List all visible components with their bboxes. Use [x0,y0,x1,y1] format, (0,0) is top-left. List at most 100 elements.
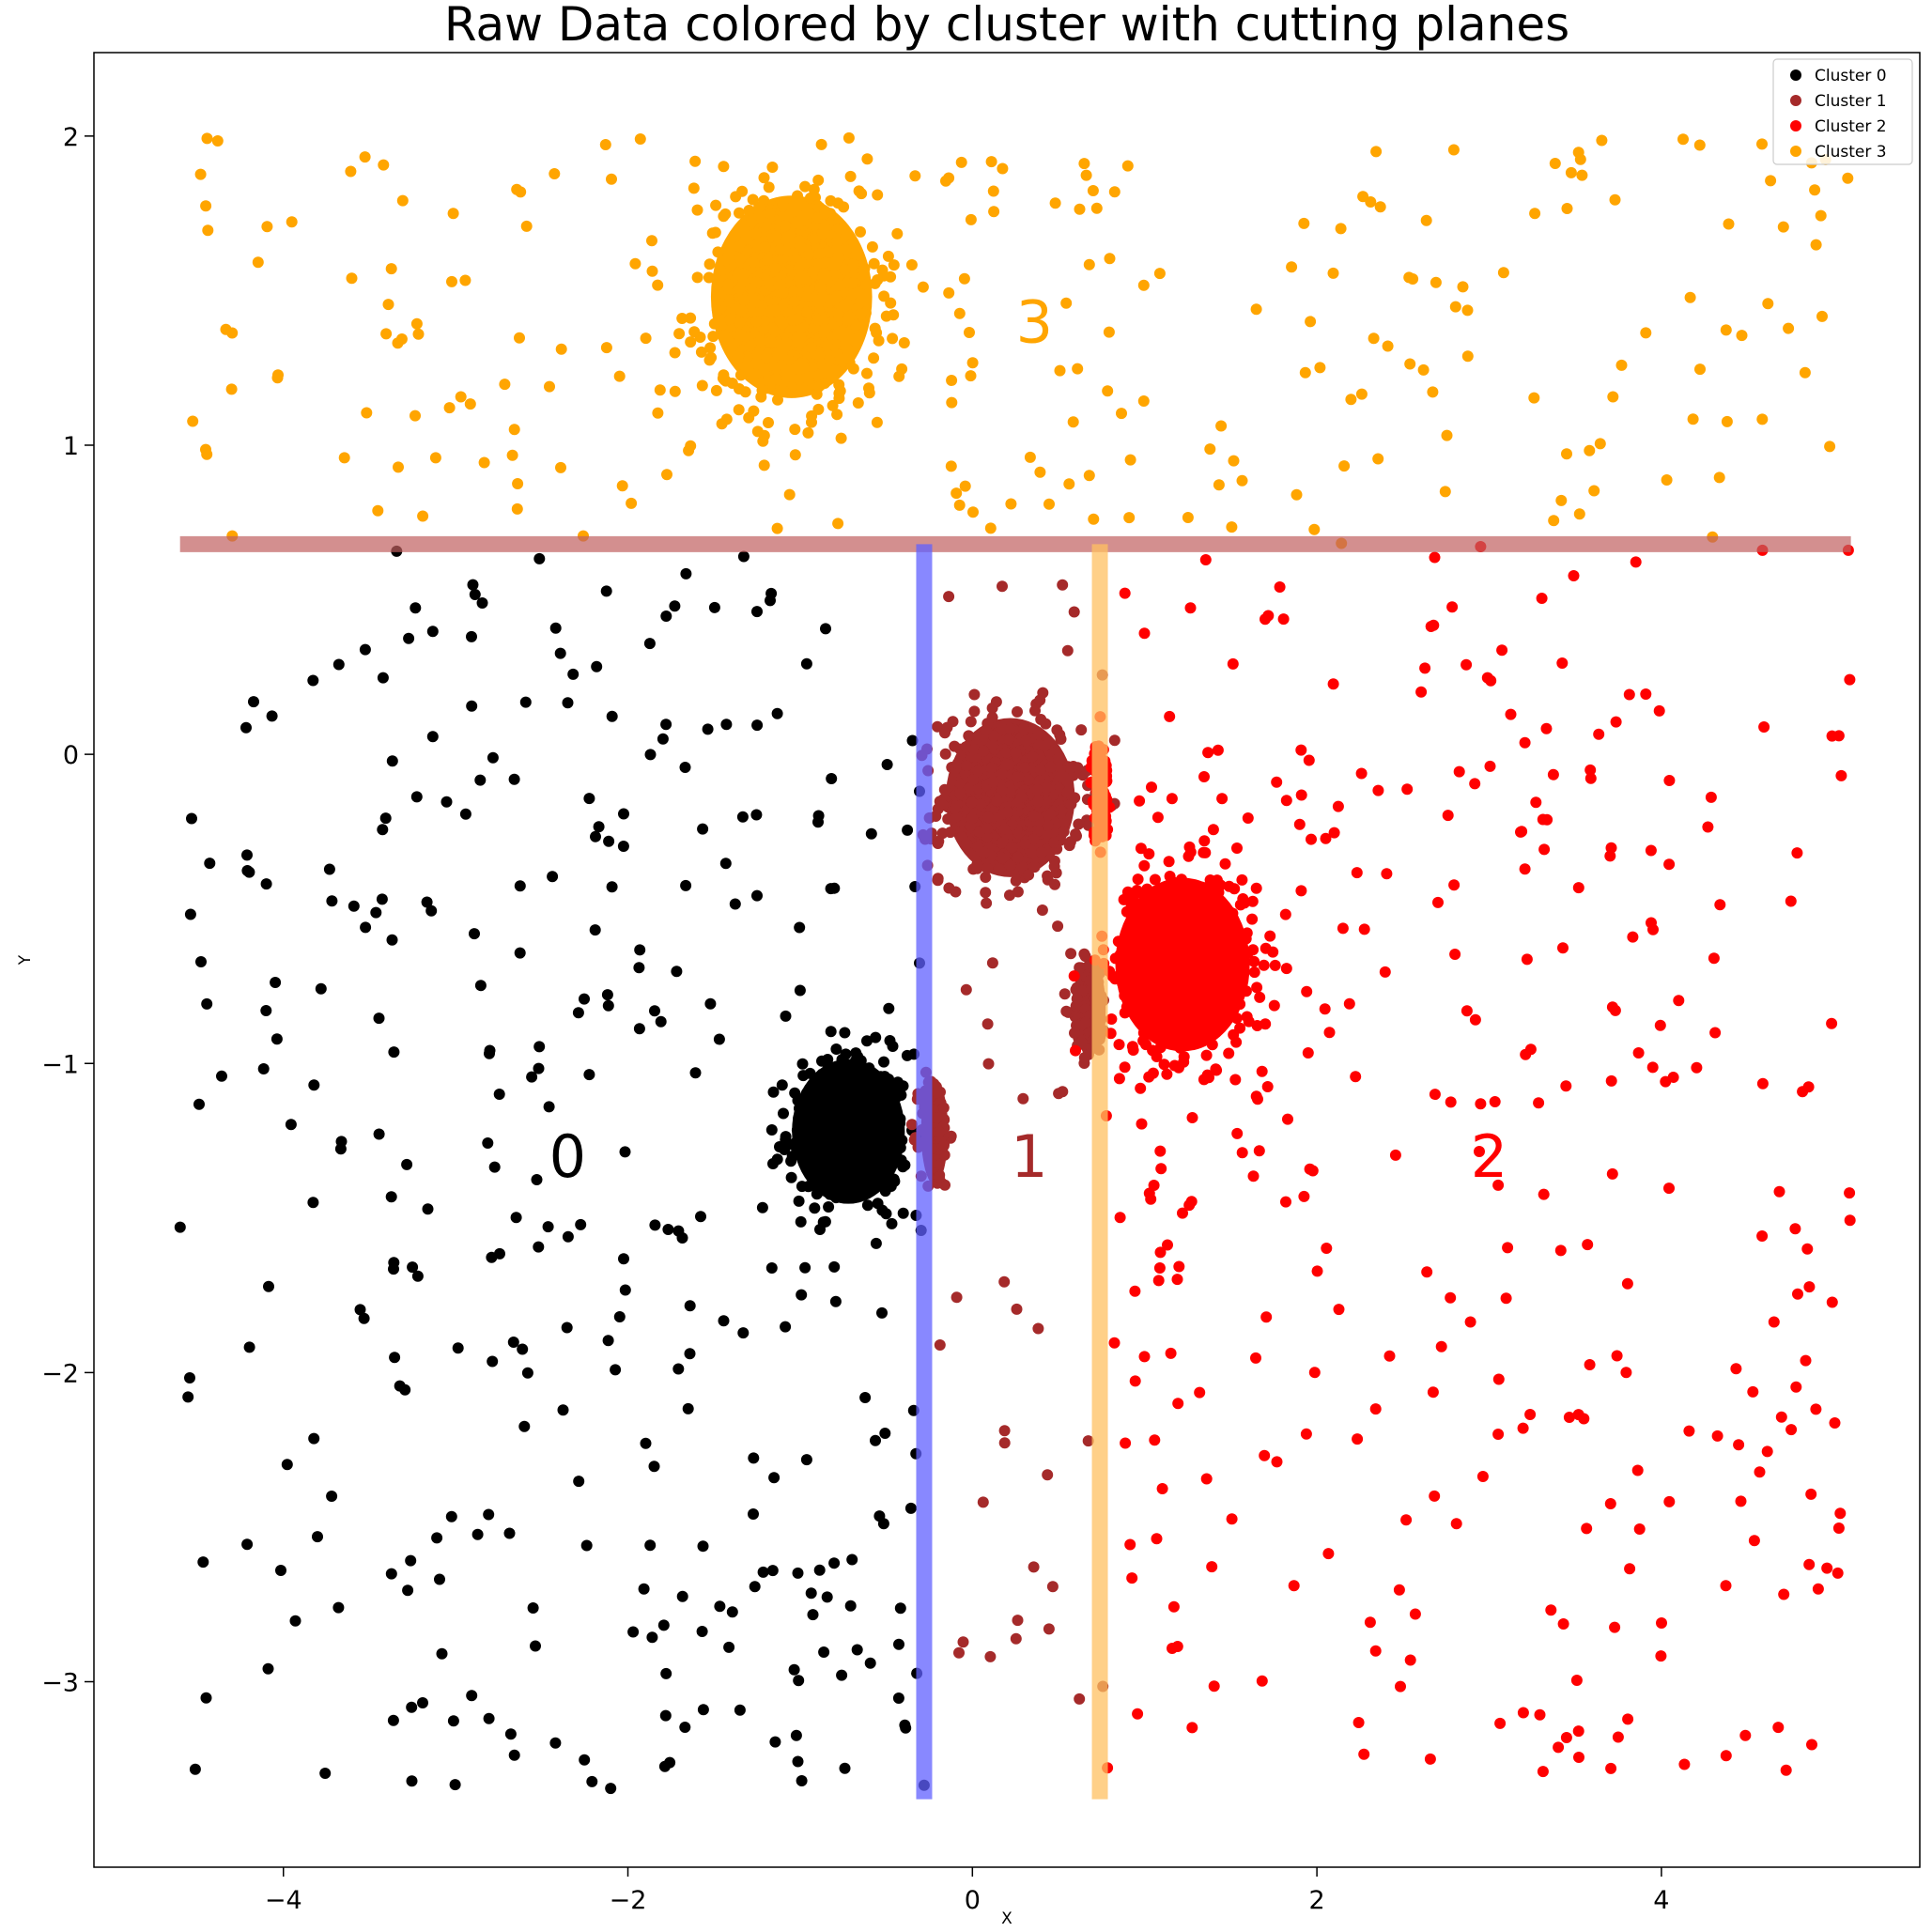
data-point [1112,935,1124,948]
data-point [750,316,763,328]
data-point [1163,856,1175,868]
data-point [335,1136,348,1148]
region-label-3: 3 [1016,287,1053,356]
data-point [704,997,717,1010]
data-point [864,1657,876,1669]
data-point [719,208,732,220]
data-point [897,1207,909,1219]
data-point [1548,515,1560,527]
data-point [966,796,978,809]
data-point [757,1566,769,1578]
data-point [654,384,666,396]
data-point [850,1055,861,1067]
data-point [769,1736,781,1748]
data-point [1213,479,1225,491]
data-point [511,183,523,195]
data-point [1529,208,1541,220]
data-point [1121,886,1134,898]
data-point [887,1041,899,1052]
data-point [1337,922,1349,935]
data-point [949,740,961,752]
data-point [1116,408,1127,420]
data-point [211,135,224,147]
data-point [959,480,971,492]
data-point [1605,1762,1617,1774]
data-point [1028,861,1041,873]
data-point [1282,1113,1293,1125]
data-point [1358,923,1370,935]
data-point [1172,1398,1184,1410]
data-point [1489,1096,1501,1107]
data-point [1572,147,1584,159]
data-point [1492,1179,1505,1191]
x-axis-label: X [1001,1909,1012,1928]
data-point [869,1168,881,1181]
data-point [579,1754,591,1766]
data-point [1138,1351,1151,1363]
data-point [1182,993,1195,1005]
data-point [1379,966,1391,978]
data-point [1211,1064,1223,1076]
data-point [1572,1725,1584,1738]
data-point [846,1074,858,1087]
y-tick-label: −2 [41,1359,79,1388]
data-point [542,1221,554,1233]
data-point [1295,744,1307,756]
data-point [1135,1082,1147,1094]
region-label-1: 1 [1011,1122,1047,1191]
data-point [1343,997,1355,1010]
data-point [1520,1048,1532,1060]
data-point [1485,674,1497,687]
data-point [1015,791,1028,803]
data-point [1441,429,1453,441]
data-point [1663,1182,1675,1195]
data-point [1127,950,1139,962]
data-point [393,461,404,473]
data-point [776,1079,788,1091]
data-point [934,1339,946,1351]
data-point [1042,870,1054,882]
data-point [1777,221,1789,233]
data-point [710,384,722,396]
data-point [388,1263,399,1275]
data-point [996,852,1008,864]
data-point [421,896,433,908]
data-point [1500,1292,1512,1305]
data-point [1261,1081,1274,1092]
data-point [863,1062,875,1074]
data-point [260,878,272,890]
data-point [619,1146,631,1158]
data-point [1067,416,1079,428]
data-point [814,1224,826,1235]
data-point [763,417,774,428]
data-point [819,208,830,220]
data-point [1335,223,1347,235]
data-point [795,1215,807,1228]
data-point [708,317,720,330]
data-point [885,297,897,309]
data-point [1250,303,1262,316]
data-point [861,153,873,165]
data-point [407,1261,419,1274]
data-point [1137,986,1150,998]
data-point [703,354,716,366]
data-point [734,369,747,381]
data-point [712,246,724,258]
data-point [1006,842,1018,854]
data-point [1824,440,1836,453]
data-point [1240,985,1252,997]
data-point [270,977,282,988]
data-point [1126,1041,1138,1053]
data-point [1027,750,1039,763]
data-point [799,180,811,193]
data-point [1345,394,1357,406]
data-point [459,274,471,286]
data-point [1004,722,1016,734]
data-point [1080,1016,1092,1028]
data-point [1584,764,1597,776]
data-point [425,904,438,917]
data-point [410,317,423,330]
data-point [769,262,781,274]
data-point [201,132,213,145]
data-point [1171,1641,1183,1652]
